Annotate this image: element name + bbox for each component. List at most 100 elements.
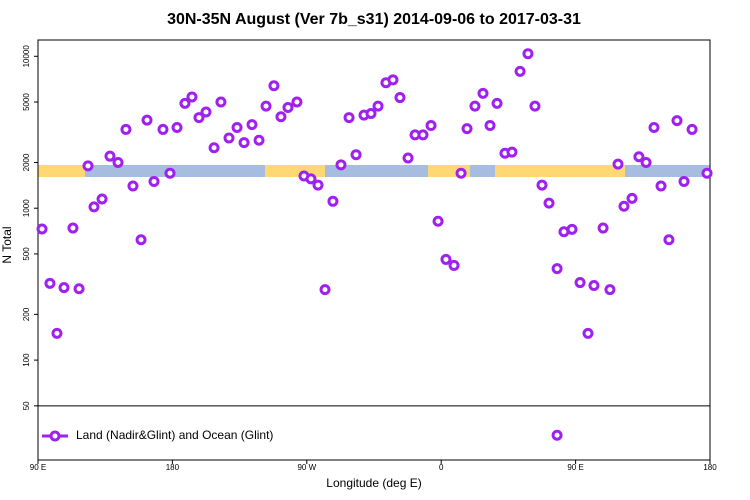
data-point (365, 108, 377, 120)
data-point (36, 223, 48, 235)
y-tick-label: 5000 (22, 93, 31, 111)
data-point (157, 123, 169, 135)
data-point (663, 234, 675, 246)
data-point (335, 159, 347, 171)
data-point (536, 179, 548, 191)
data-point (461, 123, 473, 135)
data-point (58, 282, 70, 294)
data-point (402, 152, 414, 164)
data-point (551, 429, 563, 441)
data-point (701, 167, 713, 179)
data-point (51, 327, 63, 339)
data-point (215, 96, 227, 108)
x-tick-label: 180 (166, 463, 180, 472)
data-point (522, 48, 534, 60)
data-point (484, 120, 496, 132)
data-point (566, 223, 578, 235)
data-point (231, 121, 243, 133)
data-point (597, 222, 609, 234)
data-point (238, 137, 250, 149)
data-point (626, 192, 638, 204)
data-point (343, 112, 355, 124)
x-tick-label: 90 E (567, 463, 583, 472)
data-point (574, 277, 586, 289)
data-point (73, 283, 85, 295)
data-point (350, 149, 362, 161)
data-point (678, 175, 690, 187)
data-point (543, 197, 555, 209)
data-point (67, 222, 79, 234)
data-point (455, 167, 467, 179)
data-point (588, 279, 600, 291)
data-point (82, 160, 94, 172)
y-tick-label: 200 (22, 307, 31, 321)
data-point (394, 92, 406, 104)
data-point (440, 253, 452, 265)
data-point (648, 121, 660, 133)
data-point (417, 129, 429, 141)
legend-marker (49, 430, 61, 442)
y-tick-label: 10000 (22, 45, 31, 68)
data-point (127, 180, 139, 192)
data-point (179, 97, 191, 109)
data-point (253, 134, 265, 146)
data-point (260, 100, 272, 112)
data-point (291, 96, 303, 108)
data-point (432, 215, 444, 227)
data-point (514, 65, 526, 77)
data-point (141, 114, 153, 126)
data-point (171, 121, 183, 133)
data-point (671, 115, 683, 127)
data-point (186, 91, 198, 103)
data-point (164, 167, 176, 179)
y-tick-label: 50 (22, 401, 31, 410)
data-point (686, 123, 698, 135)
data-point (655, 180, 667, 192)
data-point (529, 100, 541, 112)
data-point (112, 156, 124, 168)
data-point (319, 284, 331, 296)
data-point (477, 87, 489, 99)
y-axis-label: N Total (0, 226, 14, 263)
data-point (268, 80, 280, 92)
data-point (312, 179, 324, 191)
data-point (506, 146, 518, 158)
data-point (387, 74, 399, 86)
data-point (618, 200, 630, 212)
x-axis-label: Longitude (deg E) (326, 476, 421, 490)
data-point (282, 102, 294, 114)
data-point (305, 173, 317, 185)
data-point (640, 156, 652, 168)
data-point (327, 195, 339, 207)
data-point (135, 234, 147, 246)
data-point (96, 193, 108, 205)
data-point (88, 201, 100, 213)
data-point (193, 112, 205, 124)
data-point (604, 284, 616, 296)
data-point (223, 132, 235, 144)
x-tick-label: 90 W (297, 463, 316, 472)
y-tick-label: 2000 (22, 153, 31, 171)
data-point (246, 119, 258, 131)
x-tick-label: 90 E (30, 463, 46, 472)
land-ocean-strip (38, 165, 710, 177)
data-point (551, 263, 563, 275)
data-point (104, 150, 116, 162)
y-tick-label: 1000 (22, 199, 31, 217)
data-point (148, 175, 160, 187)
data-point (491, 97, 503, 109)
data-point (208, 142, 220, 154)
chart-title: 30N-35N August (Ver 7b_s31) 2014-09-06 t… (167, 11, 581, 28)
data-point (469, 100, 481, 112)
legend-label: Land (Nadir&Glint) and Ocean (Glint) (76, 428, 273, 442)
plot-frame (37, 39, 711, 461)
data-point (44, 277, 56, 289)
data-point (448, 259, 460, 271)
data-point (372, 100, 384, 112)
data-point (425, 120, 437, 132)
data-point (612, 158, 624, 170)
x-tick-label: 0 (439, 463, 444, 472)
x-tick-label: 180 (703, 463, 717, 472)
data-point (275, 111, 287, 123)
